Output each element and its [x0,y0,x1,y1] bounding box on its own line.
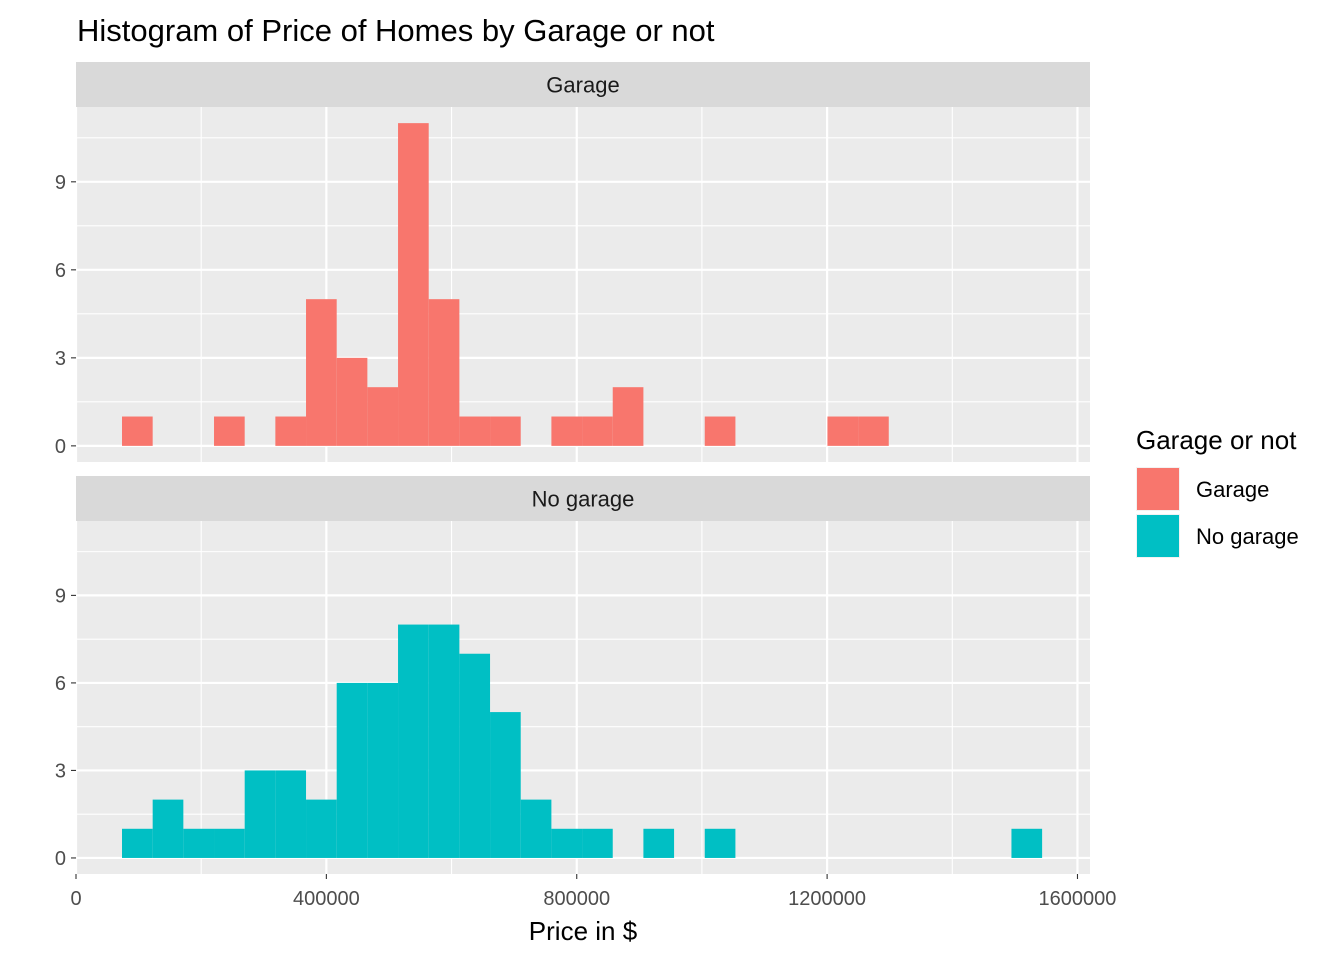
histogram-bar [275,416,307,446]
histogram-bar [827,416,859,446]
y-tick-label: 6 [55,260,66,282]
histogram-bar [704,828,736,858]
histogram-bar [398,624,429,858]
histogram-bar [214,416,245,446]
histogram-bar [643,828,675,858]
histogram-bar [612,387,644,446]
y-tick-label: 9 [55,585,66,607]
histogram-bar [490,712,521,858]
histogram-bar [306,299,337,446]
histogram-bar [428,299,460,446]
histogram-bar [275,770,307,858]
histogram-bar [122,416,153,446]
histogram-bar [459,653,491,858]
histogram-bar [582,416,613,446]
facet-panels: Garage 0 3 6 9 No garage 0 3 6 9 [55,62,1090,874]
y-tick-label: 3 [55,348,66,370]
facet-strip-label: Garage [546,73,619,98]
legend-swatch [1137,468,1179,510]
legend-swatch [1137,515,1179,557]
histogram-bar [398,123,429,446]
histogram-bar [183,828,215,858]
histogram-bar [306,799,337,858]
histogram-bar [122,828,153,858]
histogram-bar [1011,828,1043,858]
facet-strip [76,476,1090,521]
x-tick-label: 400000 [293,888,360,910]
panel-background [76,521,1090,874]
chart-title: Histogram of Price of Homes by Garage or… [77,13,715,48]
histogram-bar [582,828,613,858]
legend: Garage or not Garage No garage [1136,425,1299,558]
histogram-bar [459,416,491,446]
histogram-bar [367,682,399,858]
histogram-bar [336,357,368,446]
facet-strip [76,62,1090,107]
histogram-bar [244,770,276,858]
x-tick-label: 1600000 [1039,888,1117,910]
histogram-bar [551,416,583,446]
legend-label: No garage [1196,524,1299,549]
histogram-bar [704,416,736,446]
panel-background [76,107,1090,462]
facet-strip-label: No garage [532,487,635,512]
y-tick-label: 6 [55,673,66,695]
x-tick-label: 800000 [543,888,610,910]
x-tick-label: 1200000 [788,888,866,910]
x-axis-title: Price in $ [529,916,638,946]
x-tick-label: 0 [70,888,81,910]
legend-label: Garage [1196,477,1269,502]
histogram-bar [336,682,368,858]
facet-panel: Garage 0 3 6 9 [55,62,1090,462]
legend-items: Garage No garage [1136,467,1299,558]
y-tick-label: 9 [55,172,66,194]
x-axis: 0 400000 800000 1200000 1600000 [70,874,1116,910]
histogram-bar [858,416,889,446]
legend-title: Garage or not [1136,425,1297,455]
facet-panel: No garage 0 3 6 9 [55,476,1090,874]
histogram-bar [367,387,399,446]
y-tick-label: 3 [55,760,66,782]
y-tick-label: 0 [55,848,66,870]
histogram-bar [214,828,245,858]
histogram-bar [152,799,184,858]
histogram-bar [490,416,521,446]
histogram-bar [520,799,552,858]
histogram-bar [551,828,583,858]
histogram-bar [428,624,460,858]
y-tick-label: 0 [55,436,66,458]
